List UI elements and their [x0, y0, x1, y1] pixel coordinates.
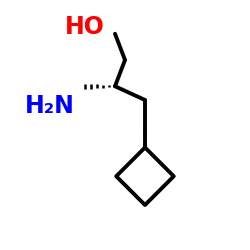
Text: H₂N: H₂N	[25, 94, 75, 118]
Text: HO: HO	[65, 16, 105, 40]
